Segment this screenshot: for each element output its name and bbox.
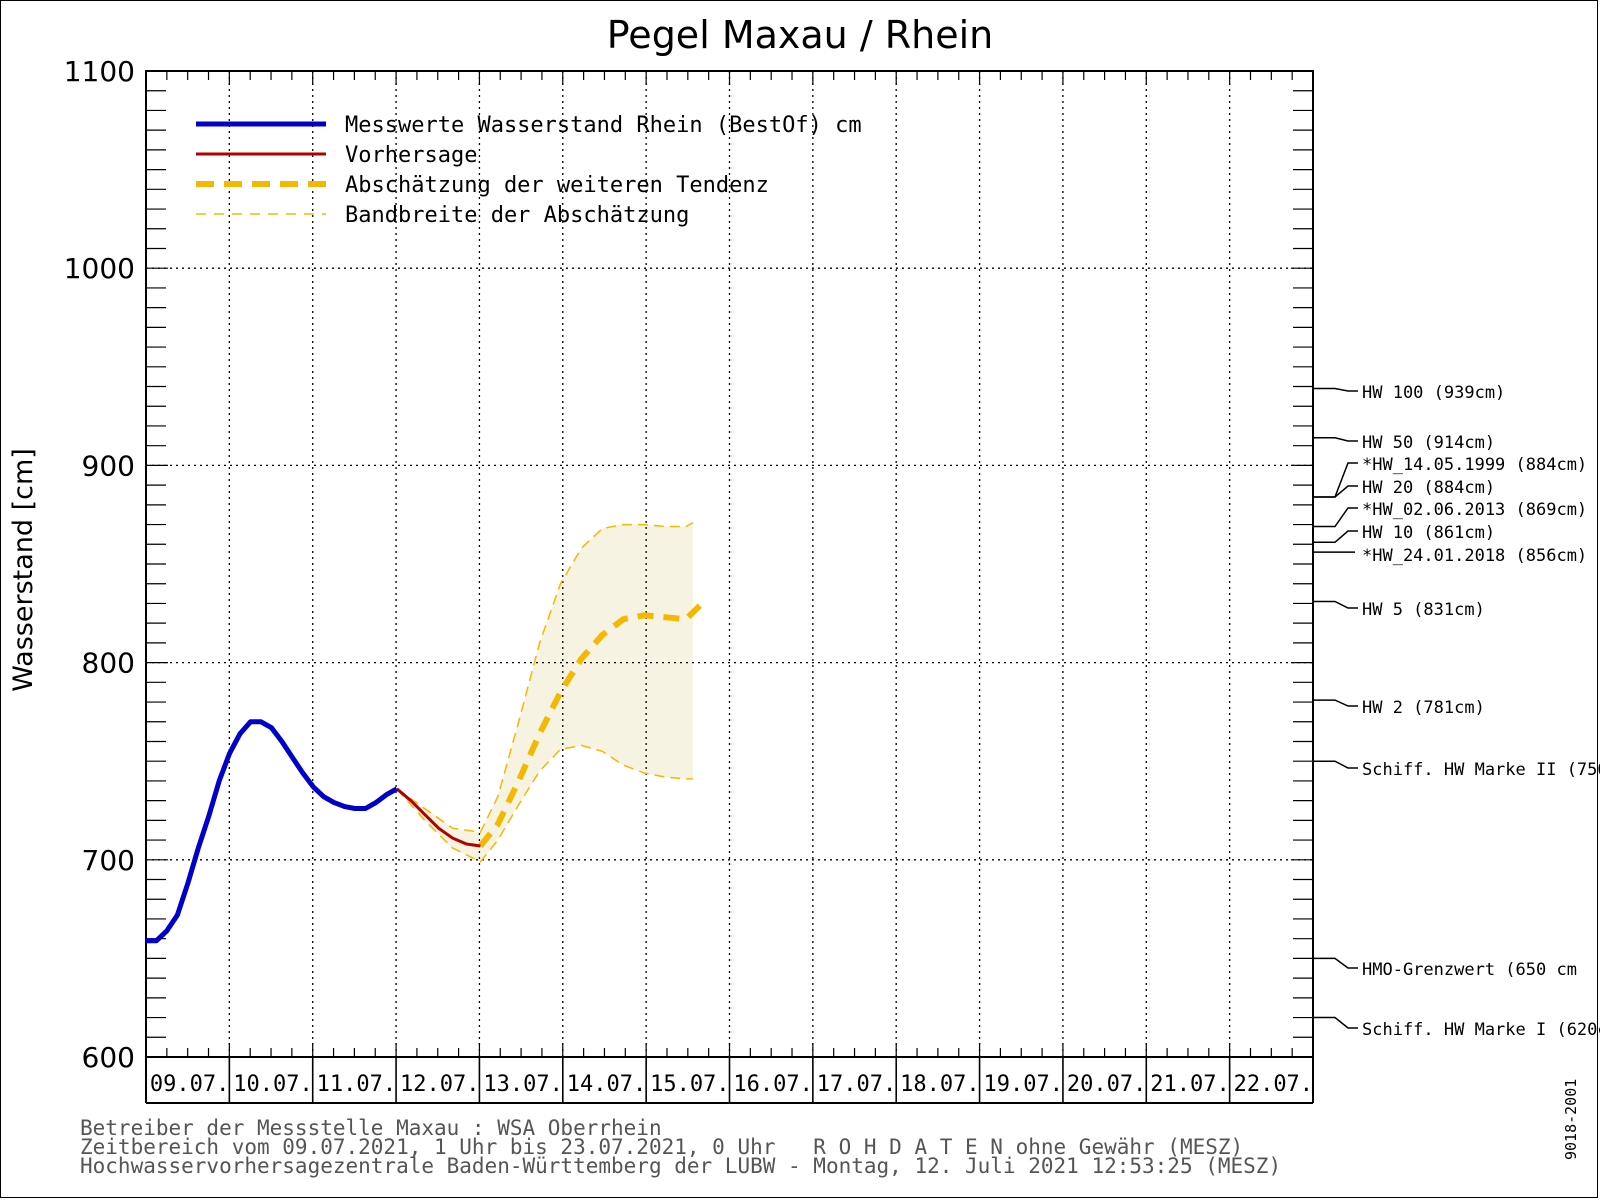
y-tick-label: 1100 [64,55,135,88]
threshold-label: HMO-Grenzwert (650 cm [1362,960,1577,980]
x-tick-label: 09.07. [150,1072,229,1097]
x-tick-label: 10.07. [233,1072,312,1097]
x-tick-label: 21.07. [1150,1072,1229,1097]
threshold-line [1313,1016,1358,1029]
threshold-label: *HW_24.01.2018 (856cm) [1362,546,1587,566]
y-tick-label: 600 [82,1041,135,1074]
threshold-line [1313,760,1358,769]
footer-time-range: Zeitbereich vom 09.07.2021, 1 Uhr bis 23… [80,1135,1244,1159]
legend-label: Vorhersage [345,143,477,168]
threshold-line [1313,507,1358,528]
footer-source: Hochwasservorhersagezentrale Baden-Württ… [80,1154,1282,1178]
chart-footer: Betreiber der Messstelle Maxau : WSA Obe… [80,1116,1282,1178]
x-tick-label: 22.07. [1234,1072,1313,1097]
threshold-label: HW 20 (884cm) [1362,478,1495,498]
threshold-label: HW 50 (914cm) [1362,433,1495,453]
threshold-label: HW 5 (831cm) [1362,600,1485,620]
x-tick-label: 19.07. [984,1072,1063,1097]
side-code: 9018-2001 [1562,1078,1580,1160]
x-tick-label: 12.07. [400,1072,479,1097]
threshold-label: *HW_02.06.2013 (869cm) [1362,500,1587,520]
threshold-label: *HW_14.05.1999 (884cm) [1362,455,1587,475]
y-axis-label: Wasserstand [cm] [8,448,39,692]
x-tick-label: 18.07. [900,1072,979,1097]
threshold-line [1313,957,1358,969]
x-tick-label: 17.07. [817,1072,896,1097]
legend-label: Abschätzung der weiteren Tendenz [345,173,769,198]
threshold-line [1313,699,1358,707]
threshold-label: Schiff. HW Marke II (750c [1362,760,1600,780]
threshold-label: Schiff. HW Marke I (620c [1362,1020,1600,1040]
chart-title: Pegel Maxau / Rhein [607,13,993,57]
threshold-line [1313,437,1358,442]
x-tick-label: 16.07. [733,1072,812,1097]
x-tick-label: 11.07. [317,1072,396,1097]
threshold-label: HW 10 (861cm) [1362,523,1495,543]
y-tick-label: 1000 [64,252,135,285]
series-measured [146,719,399,944]
y-tick-label: 700 [82,844,135,877]
threshold-label: HW 100 (939cm) [1362,383,1505,403]
x-tick-label: 13.07. [483,1072,562,1097]
threshold-line [1313,462,1358,498]
legend-label: Messwerte Wasserstand Rhein (BestOf) cm [345,113,862,138]
series-band-upper [396,521,694,834]
threshold-line [1313,600,1358,609]
threshold-line [1313,530,1358,544]
y-tick-label: 900 [82,449,135,482]
footer-operator: Betreiber der Messstelle Maxau : WSA Obe… [80,1116,662,1140]
y-tick-label: 800 [82,647,135,680]
threshold-line [1313,485,1358,498]
series-tendency [478,603,703,848]
threshold-label: HW 2 (781cm) [1362,698,1485,718]
x-tick-label: 14.07. [567,1072,646,1097]
x-tick-label: 20.07. [1067,1072,1146,1097]
bandwidth-area [396,522,693,862]
legend-label: Bandbreite der Abschätzung [345,203,689,228]
series-band-lower [396,744,693,863]
x-tick-label: 15.07. [650,1072,729,1097]
threshold-line [1313,387,1358,392]
series-forecast [395,787,481,848]
